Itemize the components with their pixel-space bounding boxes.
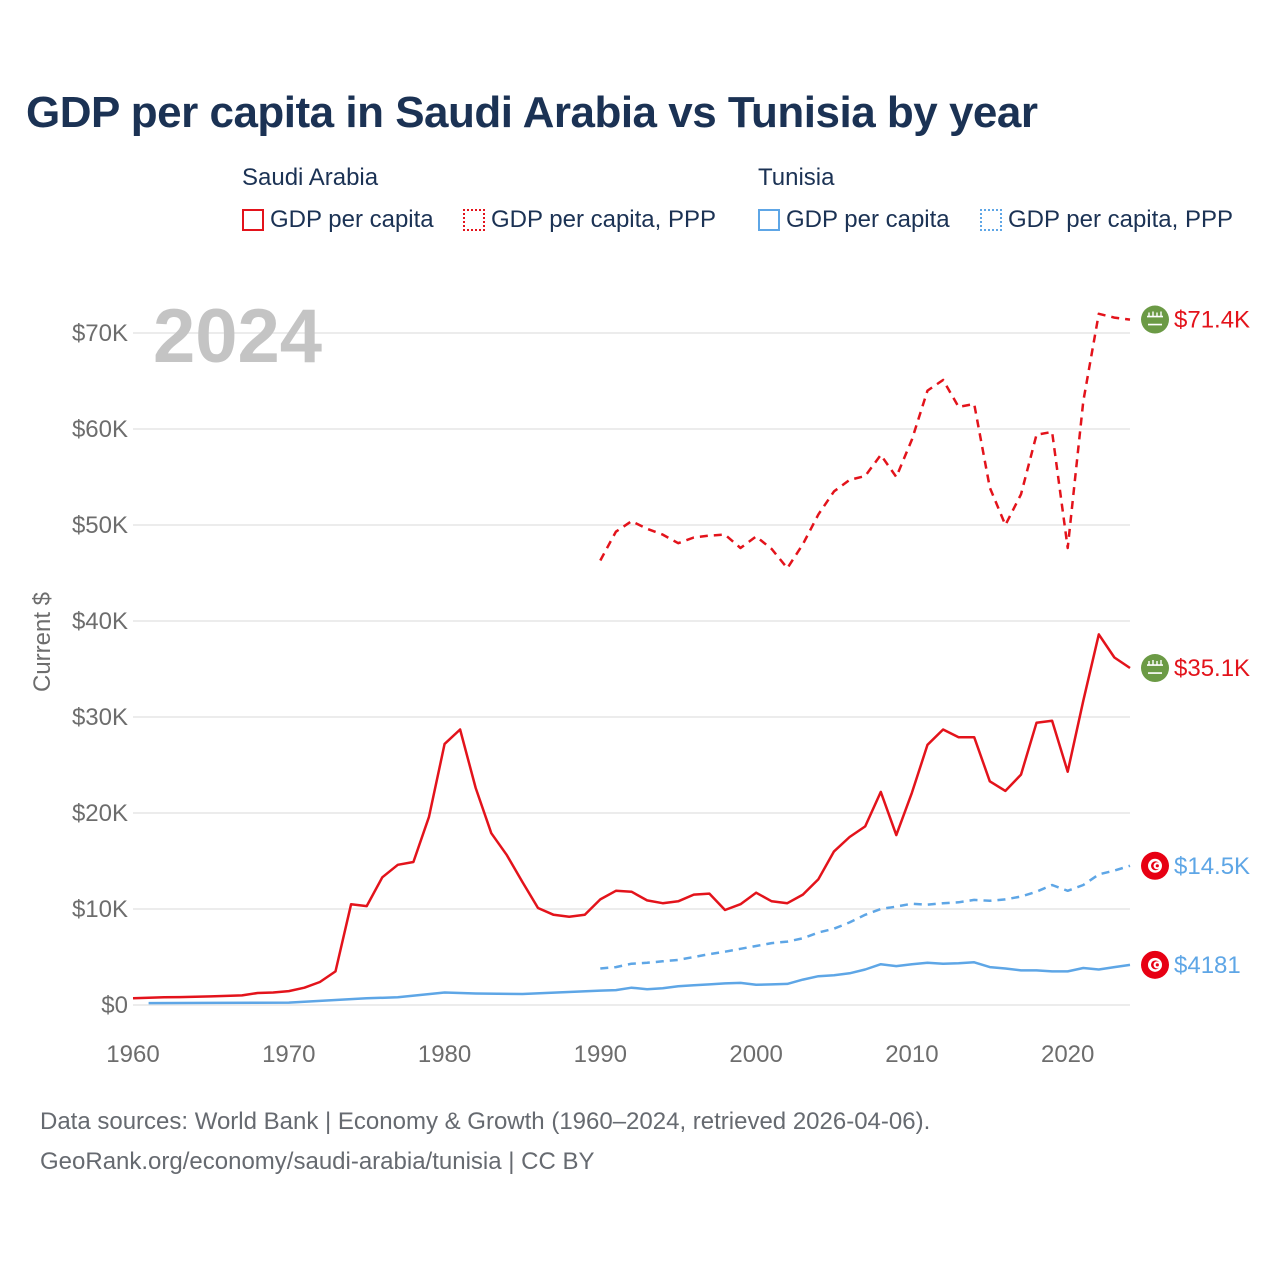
x-tick-label: 1990 [574,1041,627,1068]
y-tick-label: $30K [72,704,128,731]
x-tick-label: 1960 [106,1041,159,1068]
legend-swatch-dotted [463,209,485,231]
legend-item-saudi-gdp-ppp[interactable]: GDP per capita, PPP [463,206,716,234]
chart-title: GDP per capita in Saudi Arabia vs Tunisi… [26,88,1038,137]
y-tick-label: $0 [101,992,128,1019]
legend-item-tunisia-gdp[interactable]: GDP per capita [758,206,950,234]
x-tick-label: 1970 [262,1041,315,1068]
legend-item-saudi-gdp[interactable]: GDP per capita [242,206,434,234]
y-tick-label: $50K [72,512,128,539]
end-value-label: $14.5K [1174,853,1250,880]
legend-label: GDP per capita [270,206,434,233]
series-line-2[interactable] [600,864,1131,970]
legend-label: GDP per capita, PPP [1008,206,1233,233]
tunisia-flag-icon [1141,851,1169,880]
y-tick-label: $40K [72,608,128,635]
line-chart: $0 $10K $20K $30K $40K $50K $60K $70K 1960 1970 1… [29,294,1250,1068]
saudi-flag-icon [1141,654,1169,683]
x-tick-label: 2010 [885,1041,938,1068]
end-value-label: $35.1K [1174,655,1250,682]
series-line-0[interactable] [599,312,1131,570]
legend-label: GDP per capita, PPP [491,206,716,233]
end-value-label: $4181 [1174,952,1241,979]
y-tick-label: $70K [72,320,128,347]
source-line-1: Data sources: World Bank | Economy & Gro… [40,1108,931,1135]
y-tick-label: $20K [72,800,128,827]
y-tick-label: $60K [72,416,128,443]
y-tick-label: $10K [72,896,128,923]
y-axis-label: Current $ [29,592,56,692]
legend-item-tunisia-gdp-ppp[interactable]: GDP per capita, PPP [980,206,1233,234]
series-line-1[interactable] [132,633,1131,1000]
series-line-3[interactable] [148,961,1131,1005]
legend-swatch-solid [758,209,780,231]
year-watermark: 2024 [153,294,322,379]
saudi-flag-icon [1141,305,1169,334]
x-tick-label: 1980 [418,1041,471,1068]
tunisia-flag-icon [1141,950,1169,979]
end-value-label: $71.4K [1174,307,1250,334]
legend-label: GDP per capita [786,206,950,233]
legend-group-tunisia: Tunisia [758,164,835,191]
x-tick-label: 2000 [729,1041,782,1068]
legend-swatch-dotted [980,209,1002,231]
source-line-2[interactable]: GeoRank.org/economy/saudi-arabia/tunisia… [40,1148,595,1175]
legend-swatch-solid [242,209,264,231]
x-tick-label: 2020 [1041,1041,1094,1068]
legend-group-saudi-arabia: Saudi Arabia [242,164,379,191]
